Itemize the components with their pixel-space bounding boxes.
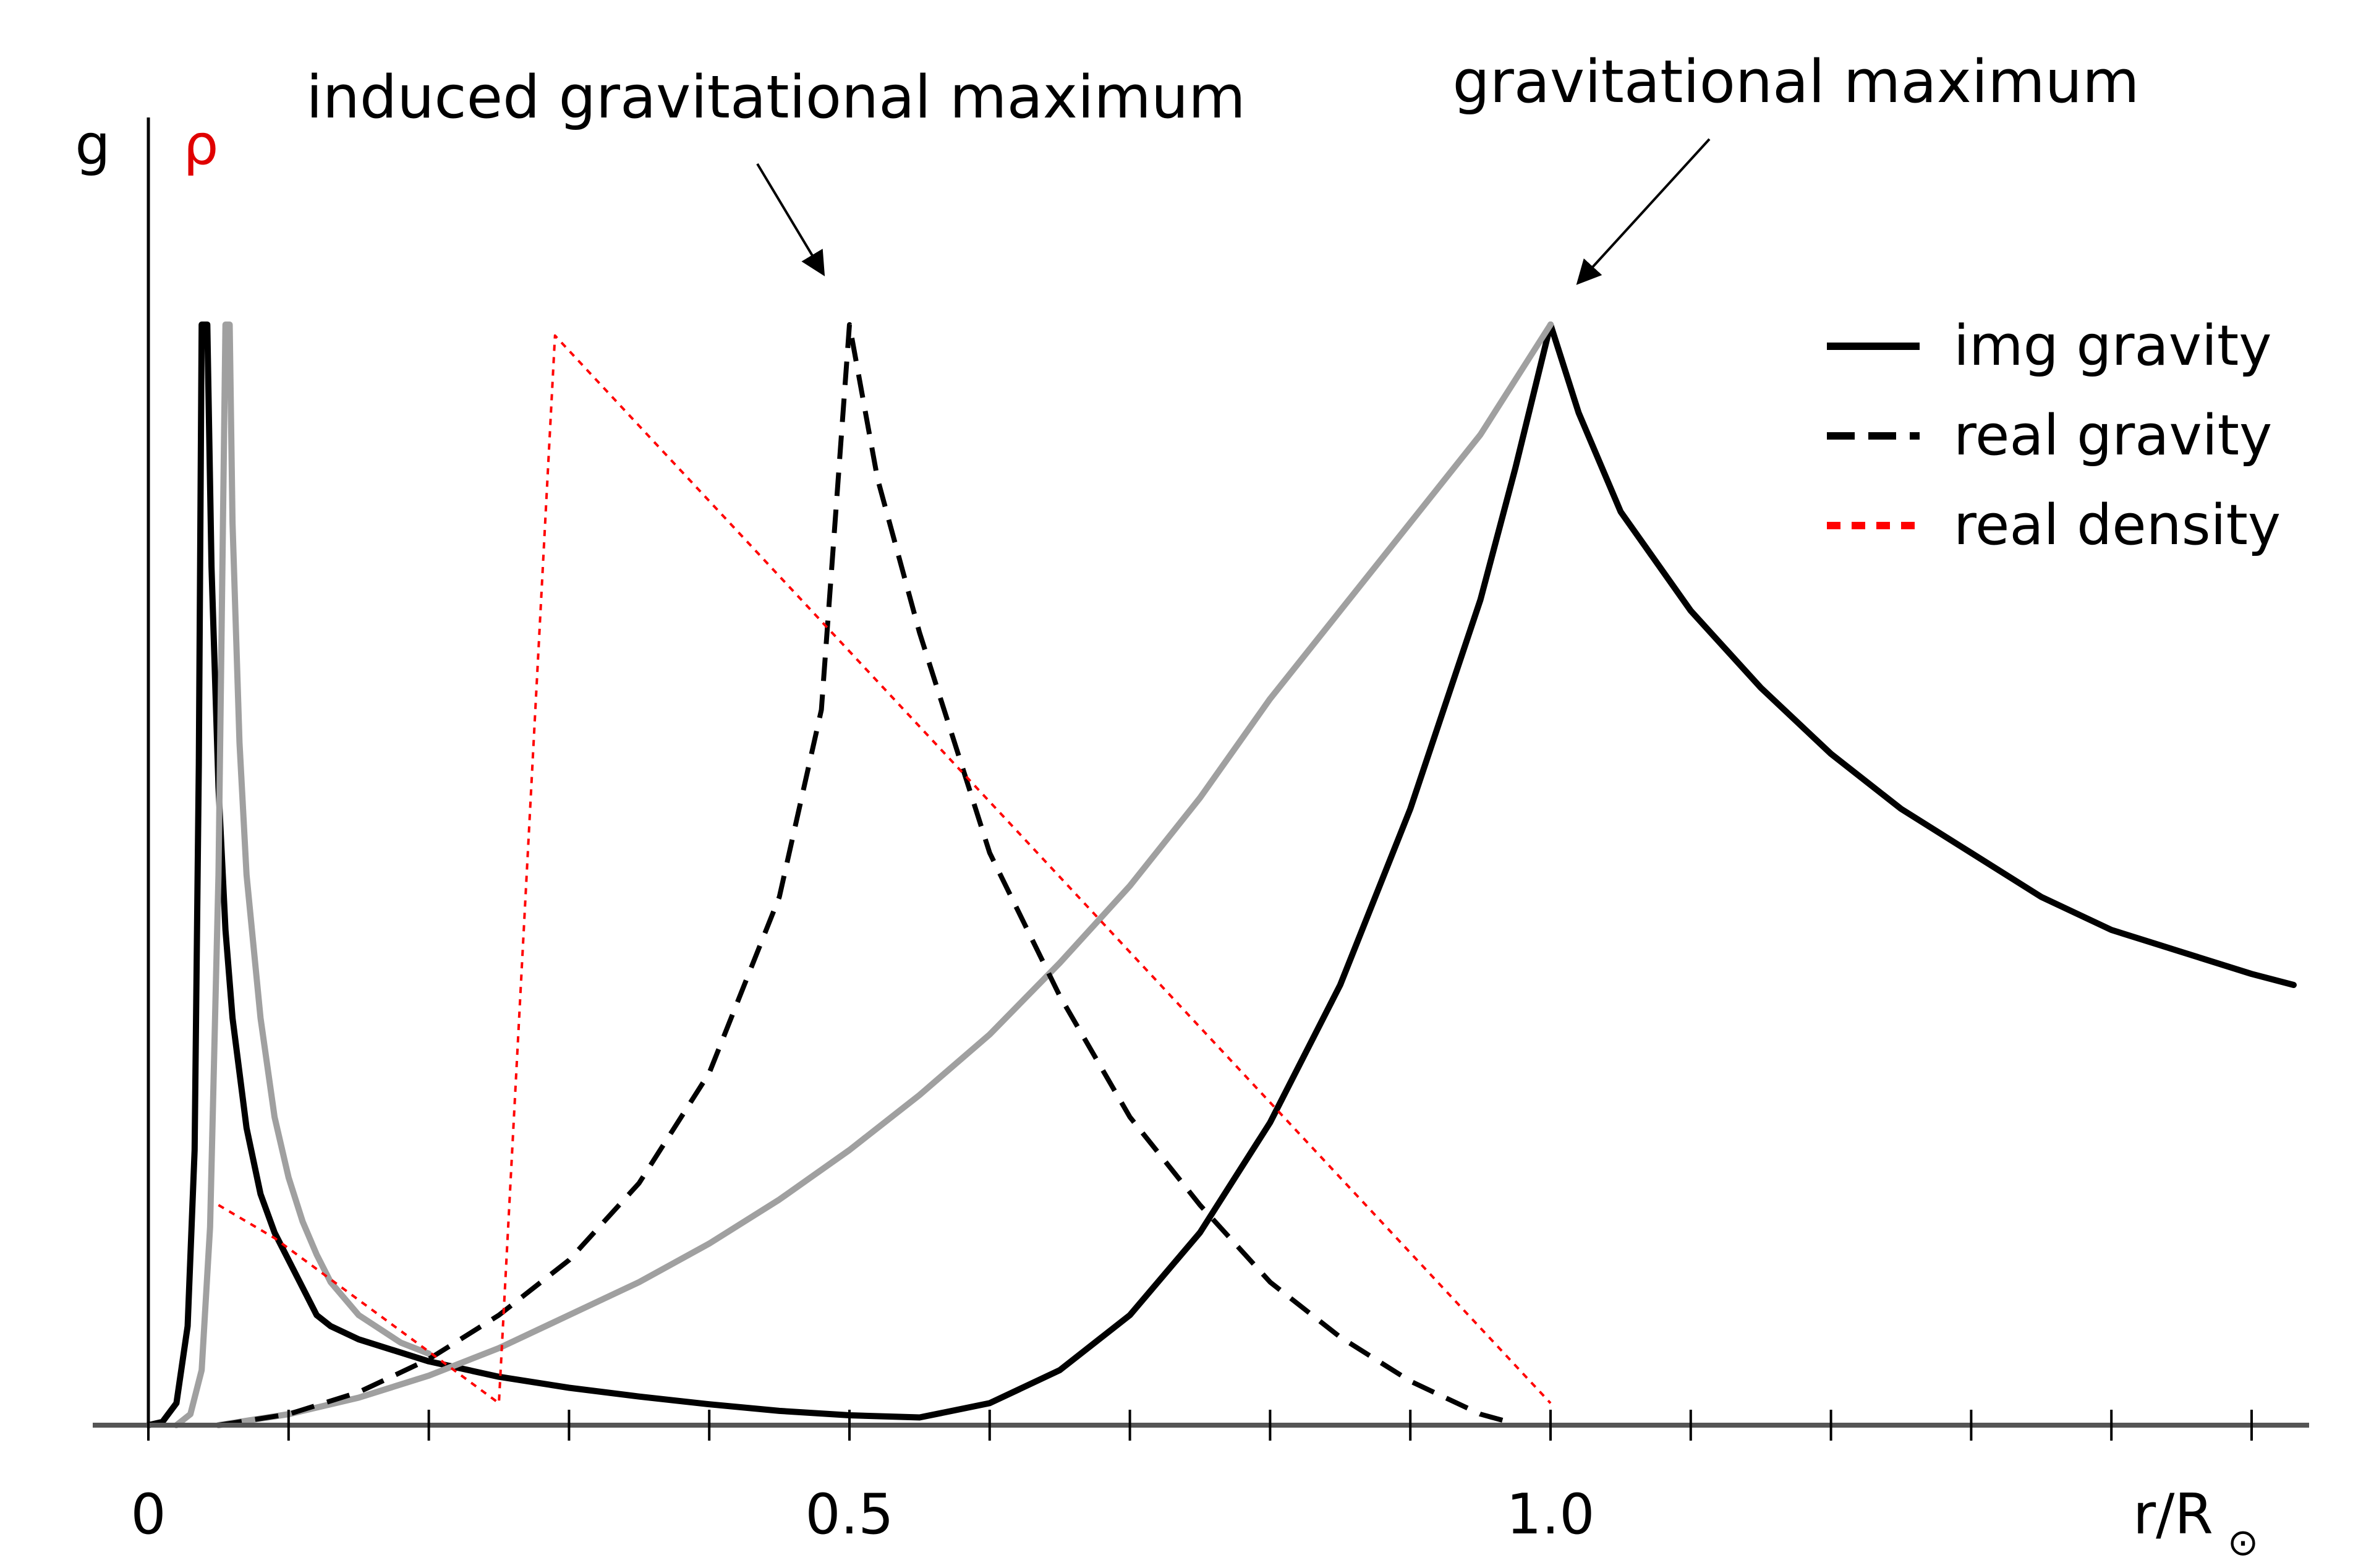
legend-label-img-gravity: img gravity — [1954, 313, 2272, 378]
series-grey-curve — [173, 322, 432, 1428]
x-axis-label-main: r/R — [2133, 1482, 2213, 1547]
annotation-induced-gravitational-maximum: induced gravitational maximum — [306, 64, 1245, 132]
annotations: induced gravitational maximum gravitatio… — [306, 48, 2140, 285]
x-axis-label: r/R ⊙ — [2133, 1482, 2258, 1564]
x-ticks — [147, 1410, 2253, 1441]
x-axis-label-sub: ⊙ — [2227, 1521, 2258, 1564]
axes: g ρ 0 0.5 1.0 r/R ⊙ — [75, 113, 2309, 1564]
series-layer — [145, 322, 2297, 1428]
y-axis-label-rho: ρ — [183, 113, 218, 177]
legend: img gravity real gravity real density — [1827, 313, 2281, 558]
annotation-gravitational-maximum: gravitational maximum — [1452, 48, 2139, 116]
y-axis-label-g: g — [75, 113, 110, 177]
legend-label-real-gravity: real gravity — [1954, 403, 2272, 468]
x-tick-label-0.5: 0.5 — [805, 1482, 893, 1547]
annotation-arrow-gravitational — [1576, 138, 1711, 285]
annotation-arrow-induced — [756, 163, 825, 276]
series-real-gravity — [218, 322, 1510, 1428]
x-tick-label-0: 0 — [130, 1482, 166, 1547]
series-img-gravity — [145, 322, 2297, 1428]
x-tick-label-1.0: 1.0 — [1506, 1482, 1594, 1547]
legend-label-real-density: real density — [1954, 493, 2281, 558]
series-grey-curve — [215, 322, 1554, 1428]
